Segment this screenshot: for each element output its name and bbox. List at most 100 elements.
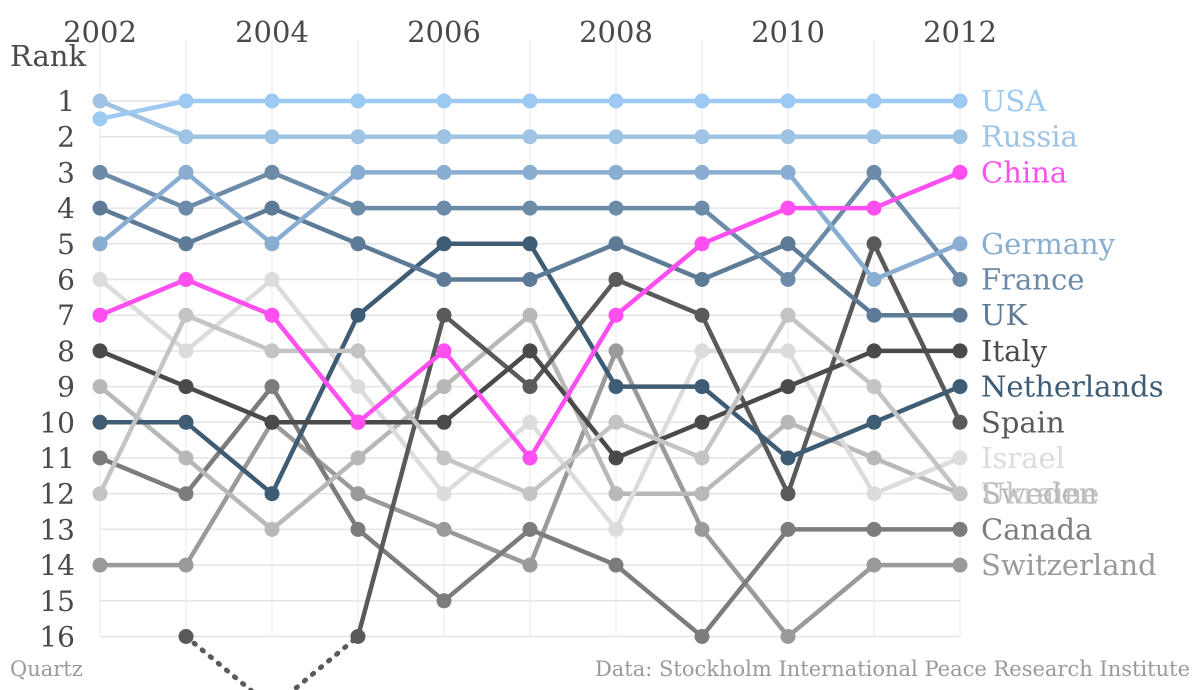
data-point xyxy=(264,307,280,323)
data-point xyxy=(178,307,194,323)
series-segment xyxy=(441,527,533,604)
data-point xyxy=(92,379,108,395)
data-point xyxy=(952,486,968,502)
series-ukraine xyxy=(92,307,968,502)
data-point xyxy=(178,629,194,644)
data-point xyxy=(608,129,624,145)
data-point xyxy=(952,343,968,359)
series-segment xyxy=(785,562,877,639)
data-point xyxy=(350,200,366,216)
y-tick-label: 10 xyxy=(39,406,75,439)
series-segment xyxy=(785,170,877,282)
data-point xyxy=(608,307,624,323)
data-point xyxy=(608,414,624,430)
data-point xyxy=(952,129,968,145)
data-point xyxy=(92,307,108,323)
data-point xyxy=(780,129,796,145)
data-point xyxy=(780,521,796,537)
series-label-ukraine: Ukraine xyxy=(981,477,1099,511)
data-point xyxy=(350,450,366,466)
y-tick-label: 9 xyxy=(57,371,75,404)
data-point xyxy=(694,343,710,359)
series-segment xyxy=(355,241,447,318)
y-tick-label: 4 xyxy=(57,192,75,225)
series-segment xyxy=(97,205,189,247)
data-point xyxy=(694,521,710,537)
series-segment xyxy=(871,384,963,425)
data-point xyxy=(522,272,538,287)
data-point xyxy=(92,343,108,359)
series-segment xyxy=(355,527,447,604)
data-point xyxy=(522,557,538,573)
data-point xyxy=(866,164,882,180)
series-segment xyxy=(97,170,189,211)
series-segment xyxy=(527,241,619,282)
y-axis-title: Rank xyxy=(10,39,86,73)
data-point xyxy=(436,164,452,180)
series-segment xyxy=(699,205,791,247)
series-segment xyxy=(785,241,877,318)
series-segment xyxy=(699,312,791,461)
data-point xyxy=(436,486,452,502)
series-segment xyxy=(699,527,791,639)
data-point xyxy=(350,343,366,359)
data-point xyxy=(436,450,452,466)
series-label-usa: USA xyxy=(981,84,1047,118)
data-point xyxy=(866,450,882,466)
series-segment xyxy=(527,420,619,532)
data-point xyxy=(694,307,710,323)
series-segment xyxy=(355,384,447,496)
data-point xyxy=(264,272,280,287)
series-segment xyxy=(97,277,189,318)
series-segment xyxy=(355,348,447,461)
data-point xyxy=(780,164,796,180)
series-segment xyxy=(183,634,255,690)
series-segment xyxy=(355,312,447,639)
data-point xyxy=(92,93,108,109)
series-segment xyxy=(355,491,447,532)
series-uk xyxy=(92,200,968,323)
data-point xyxy=(694,129,710,145)
data-point xyxy=(866,343,882,359)
series-segment xyxy=(871,455,963,496)
data-point xyxy=(608,521,624,537)
series-netherlands xyxy=(92,236,968,502)
x-tick-label: 2012 xyxy=(923,15,997,49)
series-segment xyxy=(183,277,275,318)
data-point xyxy=(608,93,624,109)
data-point xyxy=(866,200,882,216)
data-point xyxy=(866,521,882,537)
data-point xyxy=(694,414,710,430)
data-point xyxy=(92,557,108,573)
series-label-france: France xyxy=(981,263,1084,297)
data-point xyxy=(92,272,108,287)
series-segment xyxy=(527,348,619,461)
data-point xyxy=(780,486,796,502)
y-tick-label: 7 xyxy=(57,299,75,332)
data-point xyxy=(866,272,882,287)
series-segment xyxy=(183,170,275,211)
series-segment xyxy=(183,312,275,354)
series-segment xyxy=(785,420,877,461)
series-segment xyxy=(699,241,791,282)
data-point xyxy=(178,450,194,466)
series-segment xyxy=(871,170,963,282)
series-segment xyxy=(441,348,533,425)
series-label-layer: SwitzerlandCanadaSwedenIsraelSpainNether… xyxy=(981,84,1164,582)
series-segment xyxy=(699,384,791,425)
y-tick-label: 12 xyxy=(39,478,75,511)
series-label-germany: Germany xyxy=(981,227,1116,261)
source-text: Data: Stockholm International Peace Rese… xyxy=(594,657,1190,681)
data-point xyxy=(952,236,968,252)
y-tick-label: 5 xyxy=(57,228,75,261)
data-point xyxy=(92,450,108,466)
series-segment xyxy=(269,312,361,425)
data-point xyxy=(522,521,538,537)
x-tick-label: 2010 xyxy=(751,15,825,49)
data-point xyxy=(436,521,452,537)
data-point xyxy=(780,450,796,466)
data-point xyxy=(608,236,624,252)
series-segment xyxy=(441,527,533,568)
